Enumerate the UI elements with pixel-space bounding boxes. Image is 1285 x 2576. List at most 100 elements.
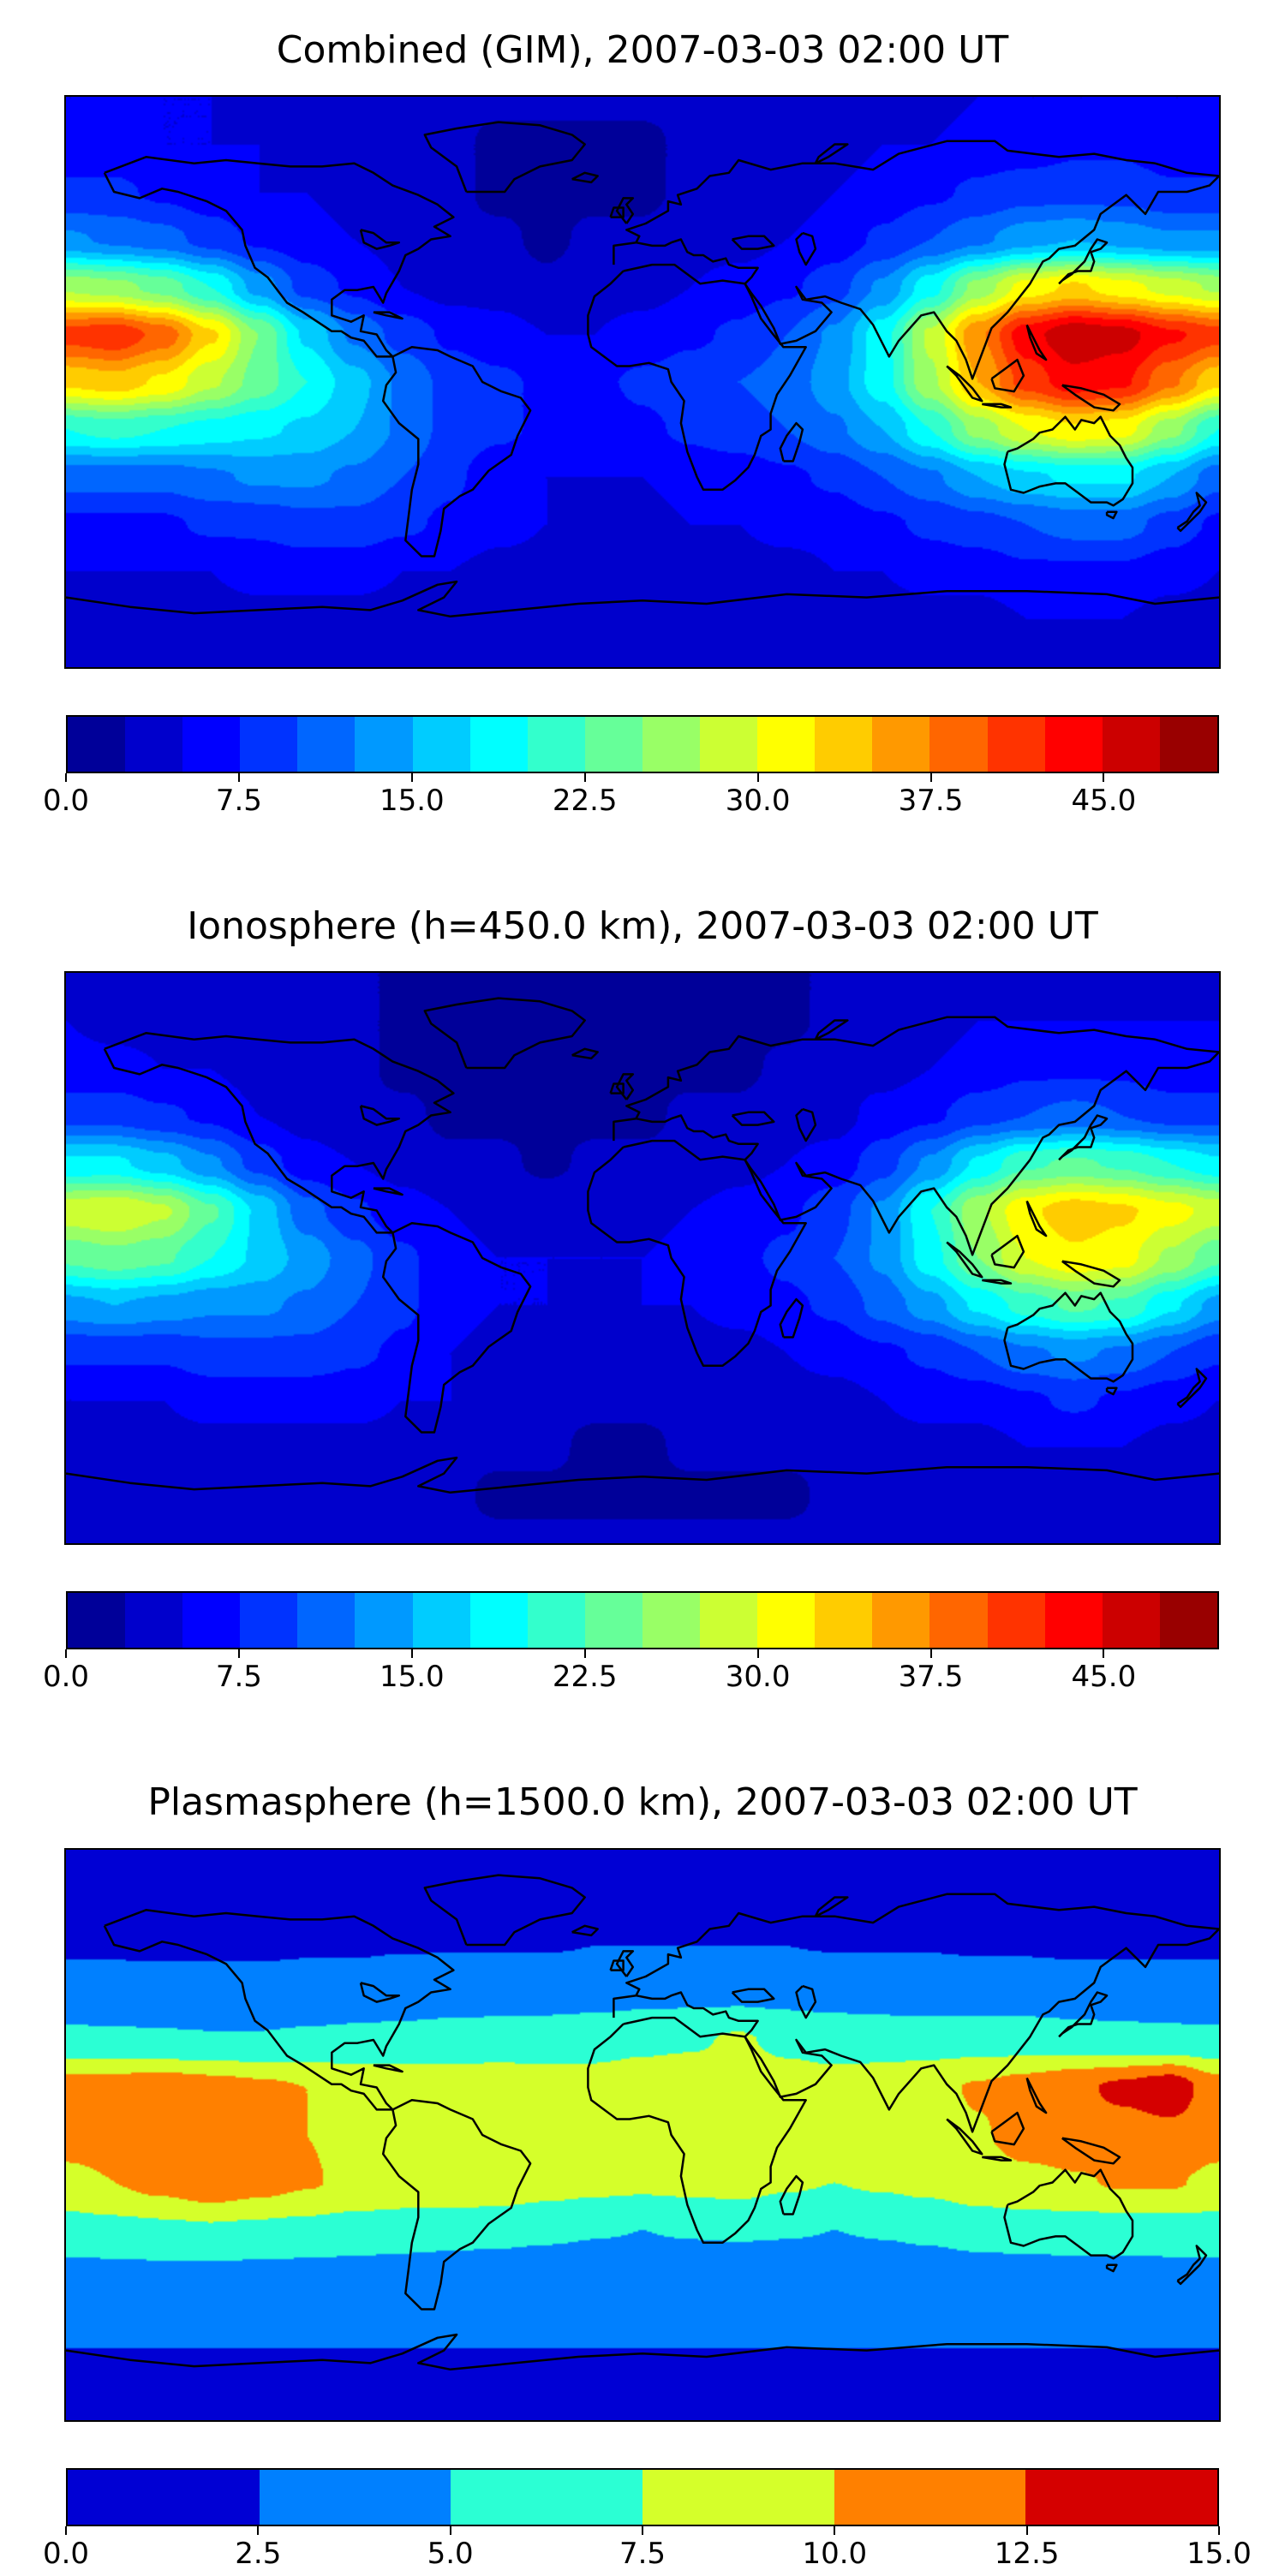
coastline-path (795, 1108, 817, 1142)
coastline-path (609, 1959, 625, 1971)
colorbar-tick-label: 30.0 (725, 1660, 791, 1695)
colorbar-segment (872, 1593, 930, 1649)
colorbar-2 (66, 1591, 1219, 1650)
coastlines-svg-1 (66, 121, 1219, 618)
coastline-path (1176, 492, 1208, 533)
colorbar-tickmark (1103, 1649, 1105, 1659)
coastline-path (795, 1984, 817, 2018)
coastline-path (1061, 1260, 1121, 1288)
colorbar-segment (1044, 717, 1103, 772)
coastline-path (1025, 1201, 1048, 1237)
coastline-path (1025, 325, 1048, 361)
colorbar-segment (355, 1593, 413, 1649)
colorbar-segment (757, 717, 816, 772)
coastline-path (1058, 1990, 1109, 2037)
coastline-path (615, 1073, 635, 1101)
coastline-path (66, 2333, 1219, 2370)
coastline-path (795, 232, 817, 266)
coastline-path (946, 365, 983, 402)
colorbar-tick-label: 7.5 (215, 784, 262, 819)
colorbar-segment (929, 1593, 988, 1649)
coastline-path (946, 2118, 983, 2156)
coastline-path (103, 1908, 455, 2111)
colorbar-wrap-1: 0.0 7.5 15.0 22.5 30.0 37.5 45.0 (43, 715, 1219, 823)
colorbar-tick-label: 0.0 (42, 2536, 90, 2571)
coastline-path (814, 143, 849, 165)
colorbar-segment (584, 1593, 642, 1649)
colorbar-tick-label: 22.5 (552, 784, 618, 819)
colorbar-tickmark (257, 2525, 260, 2535)
colorbar-segment (642, 1593, 701, 1649)
map-canvas-1 (66, 97, 1219, 668)
map-canvas-2 (66, 973, 1219, 1544)
colorbar-segment (182, 1593, 241, 1649)
colorbar-segment (700, 717, 758, 772)
coastline-path (359, 1105, 401, 1127)
coastline-path (982, 402, 1013, 409)
coastline-path (1061, 2137, 1121, 2165)
coastline-path (613, 140, 1219, 380)
colorbar-segment (412, 1593, 470, 1649)
coastline-path (613, 1893, 1219, 2133)
colorbar-tick-label: 22.5 (552, 1660, 618, 1695)
coastline-path (423, 1873, 586, 1946)
colorbar-segment (451, 2469, 643, 2525)
coastline-path (381, 346, 532, 558)
colorbar-wrap-3: 0.0 2.5 5.0 7.5 10.0 12.5 15.0 (43, 2467, 1252, 2576)
coastline-path (779, 2174, 804, 2215)
colorbar-tick-label: 15.0 (1186, 2536, 1252, 2571)
coastline-path (1176, 1368, 1208, 1409)
colorbar-segment (1025, 2469, 1218, 2525)
colorbar-segment (1159, 1593, 1217, 1649)
coastline-path (779, 422, 804, 462)
colorbar-segment (987, 717, 1045, 772)
colorbar-segment (297, 1593, 356, 1649)
colorbar-segment (1102, 717, 1160, 772)
coastline-path (609, 1082, 625, 1095)
map-plasmasphere (64, 1847, 1221, 2422)
colorbar-segment (929, 717, 988, 772)
coastline-path (1003, 415, 1134, 507)
colorbar-tickmark (410, 1649, 413, 1659)
colorbar-tick-label: 45.0 (1071, 1660, 1137, 1695)
colorbar-segment (1044, 1593, 1103, 1649)
colorbar-segment (1102, 1593, 1160, 1649)
panel-title-ionosphere: Ionosphere (h=450.0 km), 2007-03-03 02:0… (187, 904, 1098, 949)
colorbar-segment (757, 1593, 816, 1649)
coastline-path (1058, 1114, 1109, 1161)
colorbar-segment (182, 717, 241, 772)
coastline-path (1058, 238, 1109, 285)
panel-plasmasphere: Plasmasphere (h=1500.0 km), 2007-03-03 0… (0, 1778, 1285, 2575)
colorbar-ticks-1: 0.0 7.5 15.0 22.5 30.0 37.5 45.0 (43, 773, 1219, 823)
colorbar-segment (125, 1593, 183, 1649)
coastline-path (1105, 510, 1118, 520)
colorbar-tick-label: 10.0 (802, 2536, 868, 2571)
map-ionosphere (64, 971, 1221, 1546)
coastline-path (66, 581, 1219, 618)
coastline-path (990, 1235, 1025, 1269)
coastline-path (103, 156, 455, 358)
colorbar-segment (469, 717, 528, 772)
coastline-path (615, 1949, 635, 1977)
coastline-path (571, 1924, 599, 1936)
colorbar-tick-label: 0.0 (42, 784, 90, 819)
colorbar-segment (68, 717, 126, 772)
coastline-path (381, 1222, 532, 1434)
coastlines-svg-2 (66, 997, 1219, 1494)
colorbar-tick-label: 12.5 (994, 2536, 1060, 2571)
colorbar-segment (259, 2469, 451, 2525)
colorbar-tick-label: 37.5 (898, 1660, 964, 1695)
coastline-path (731, 1111, 775, 1127)
colorbar-segment (240, 717, 298, 772)
coastline-path (587, 1140, 807, 1368)
colorbar-segment (1159, 717, 1217, 772)
colorbar-segment (987, 1593, 1045, 1649)
coastline-path (1003, 2168, 1134, 2260)
panel-ionosphere: Ionosphere (h=450.0 km), 2007-03-03 02:0… (0, 902, 1285, 1699)
coastline-path (1003, 1291, 1134, 1383)
colorbar-ticks-3: 0.0 2.5 5.0 7.5 10.0 12.5 15.0 (43, 2525, 1252, 2576)
coastline-path (1105, 1386, 1118, 1396)
colorbar-segment (872, 717, 930, 772)
colorbar-tick-label: 15.0 (379, 1660, 445, 1695)
coastline-path (103, 1032, 455, 1235)
